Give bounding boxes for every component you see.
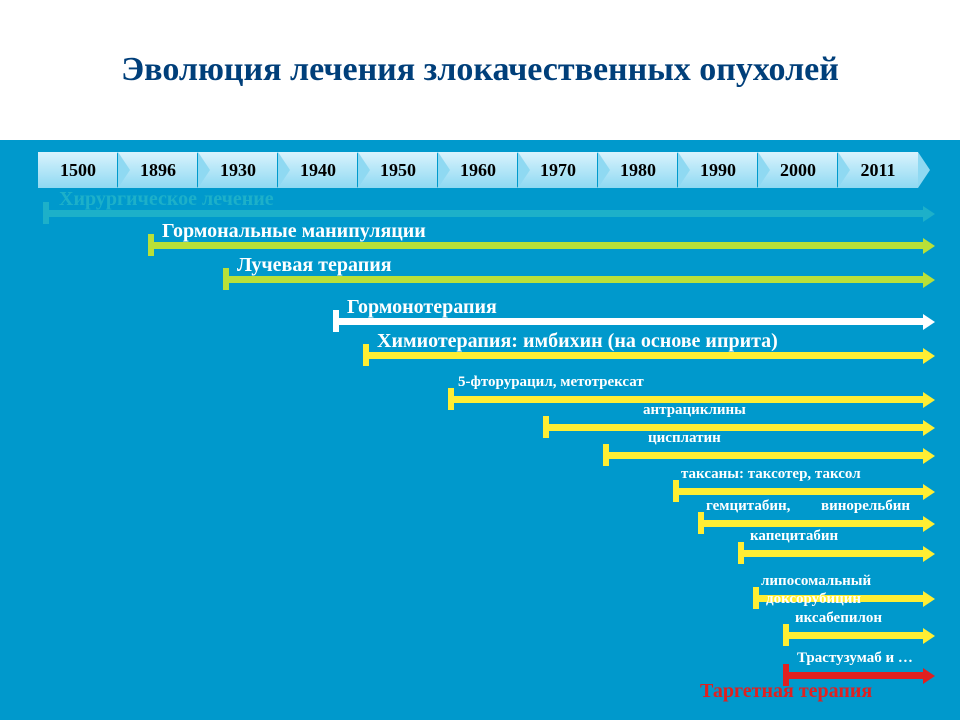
bar-label: 5-фторурацил, метотрексат <box>458 374 644 391</box>
year-1990: 1990 <box>678 152 758 188</box>
bar-Хирургическое-лечение: Хирургическое лечение <box>43 210 935 217</box>
bar-label: капецитабин <box>750 528 838 545</box>
year-1500: 1500 <box>38 152 118 188</box>
year-1896: 1896 <box>118 152 198 188</box>
title-band: Эволюция лечения злокачественных опухоле… <box>0 0 960 140</box>
bar-label: иксабепилон <box>795 610 882 627</box>
bar-гемцитабин-: гемцитабин,винорельбин <box>698 520 935 527</box>
bar-липосомальный: липосомальныйдоксорубицин <box>753 595 935 602</box>
bar-label: таксаны: таксотер, таксол <box>681 466 861 483</box>
year-1950: 1950 <box>358 152 438 188</box>
bar-Трастузумаб-и-: Трастузумаб и … <box>783 672 935 679</box>
year-axis: 1500189619301940195019601970198019902000… <box>38 152 918 188</box>
year-1980: 1980 <box>598 152 678 188</box>
bar-label-2: доксорубицин <box>766 591 861 608</box>
bar-label: липосомальный <box>761 573 871 590</box>
bar-капецитабин: капецитабин <box>738 550 935 557</box>
year-2011: 2011 <box>838 152 918 188</box>
bar-label: Лучевая терапия <box>237 254 392 277</box>
bar-label: Хирургическое лечение <box>59 188 274 211</box>
bar-иксабепилон: иксабепилон <box>783 632 935 639</box>
year-1960: 1960 <box>438 152 518 188</box>
year-1970: 1970 <box>518 152 598 188</box>
bar-label: антрациклины <box>643 402 746 419</box>
bar-цисплатин: цисплатин <box>603 452 935 459</box>
footer-label: Таргетная терапия <box>700 680 872 703</box>
bar-антрациклины: антрациклины <box>543 424 935 431</box>
slide: Эволюция лечения злокачественных опухоле… <box>0 0 960 720</box>
bar-Гормонотерапия: Гормонотерапия <box>333 318 935 325</box>
bar-label: Трастузумаб и … <box>797 650 913 667</box>
bar-таксаны-таксотер-таксол: таксаны: таксотер, таксол <box>673 488 935 495</box>
bar-label: гемцитабин, <box>706 498 790 515</box>
bar-label: Гормональные манипуляции <box>162 220 426 243</box>
year-1940: 1940 <box>278 152 358 188</box>
timeline-bars: Хирургическое лечение Гормональные манипу… <box>38 200 935 710</box>
year-2000: 2000 <box>758 152 838 188</box>
bar-Гормональные-манипуляции: Гормональные манипуляции <box>148 242 935 249</box>
slide-title: Эволюция лечения злокачественных опухоле… <box>121 50 839 89</box>
bar-Химиотерапия-имбихин-на-основе: Химиотерапия: имбихин (на основе иприта) <box>363 352 935 359</box>
bar-Лучевая-терапия: Лучевая терапия <box>223 276 935 283</box>
bar-label: цисплатин <box>648 430 721 447</box>
year-1930: 1930 <box>198 152 278 188</box>
bar-label-2: винорельбин <box>821 498 910 515</box>
bar-label: Гормонотерапия <box>347 296 497 319</box>
bar-label: Химиотерапия: имбихин (на основе иприта) <box>377 330 778 353</box>
